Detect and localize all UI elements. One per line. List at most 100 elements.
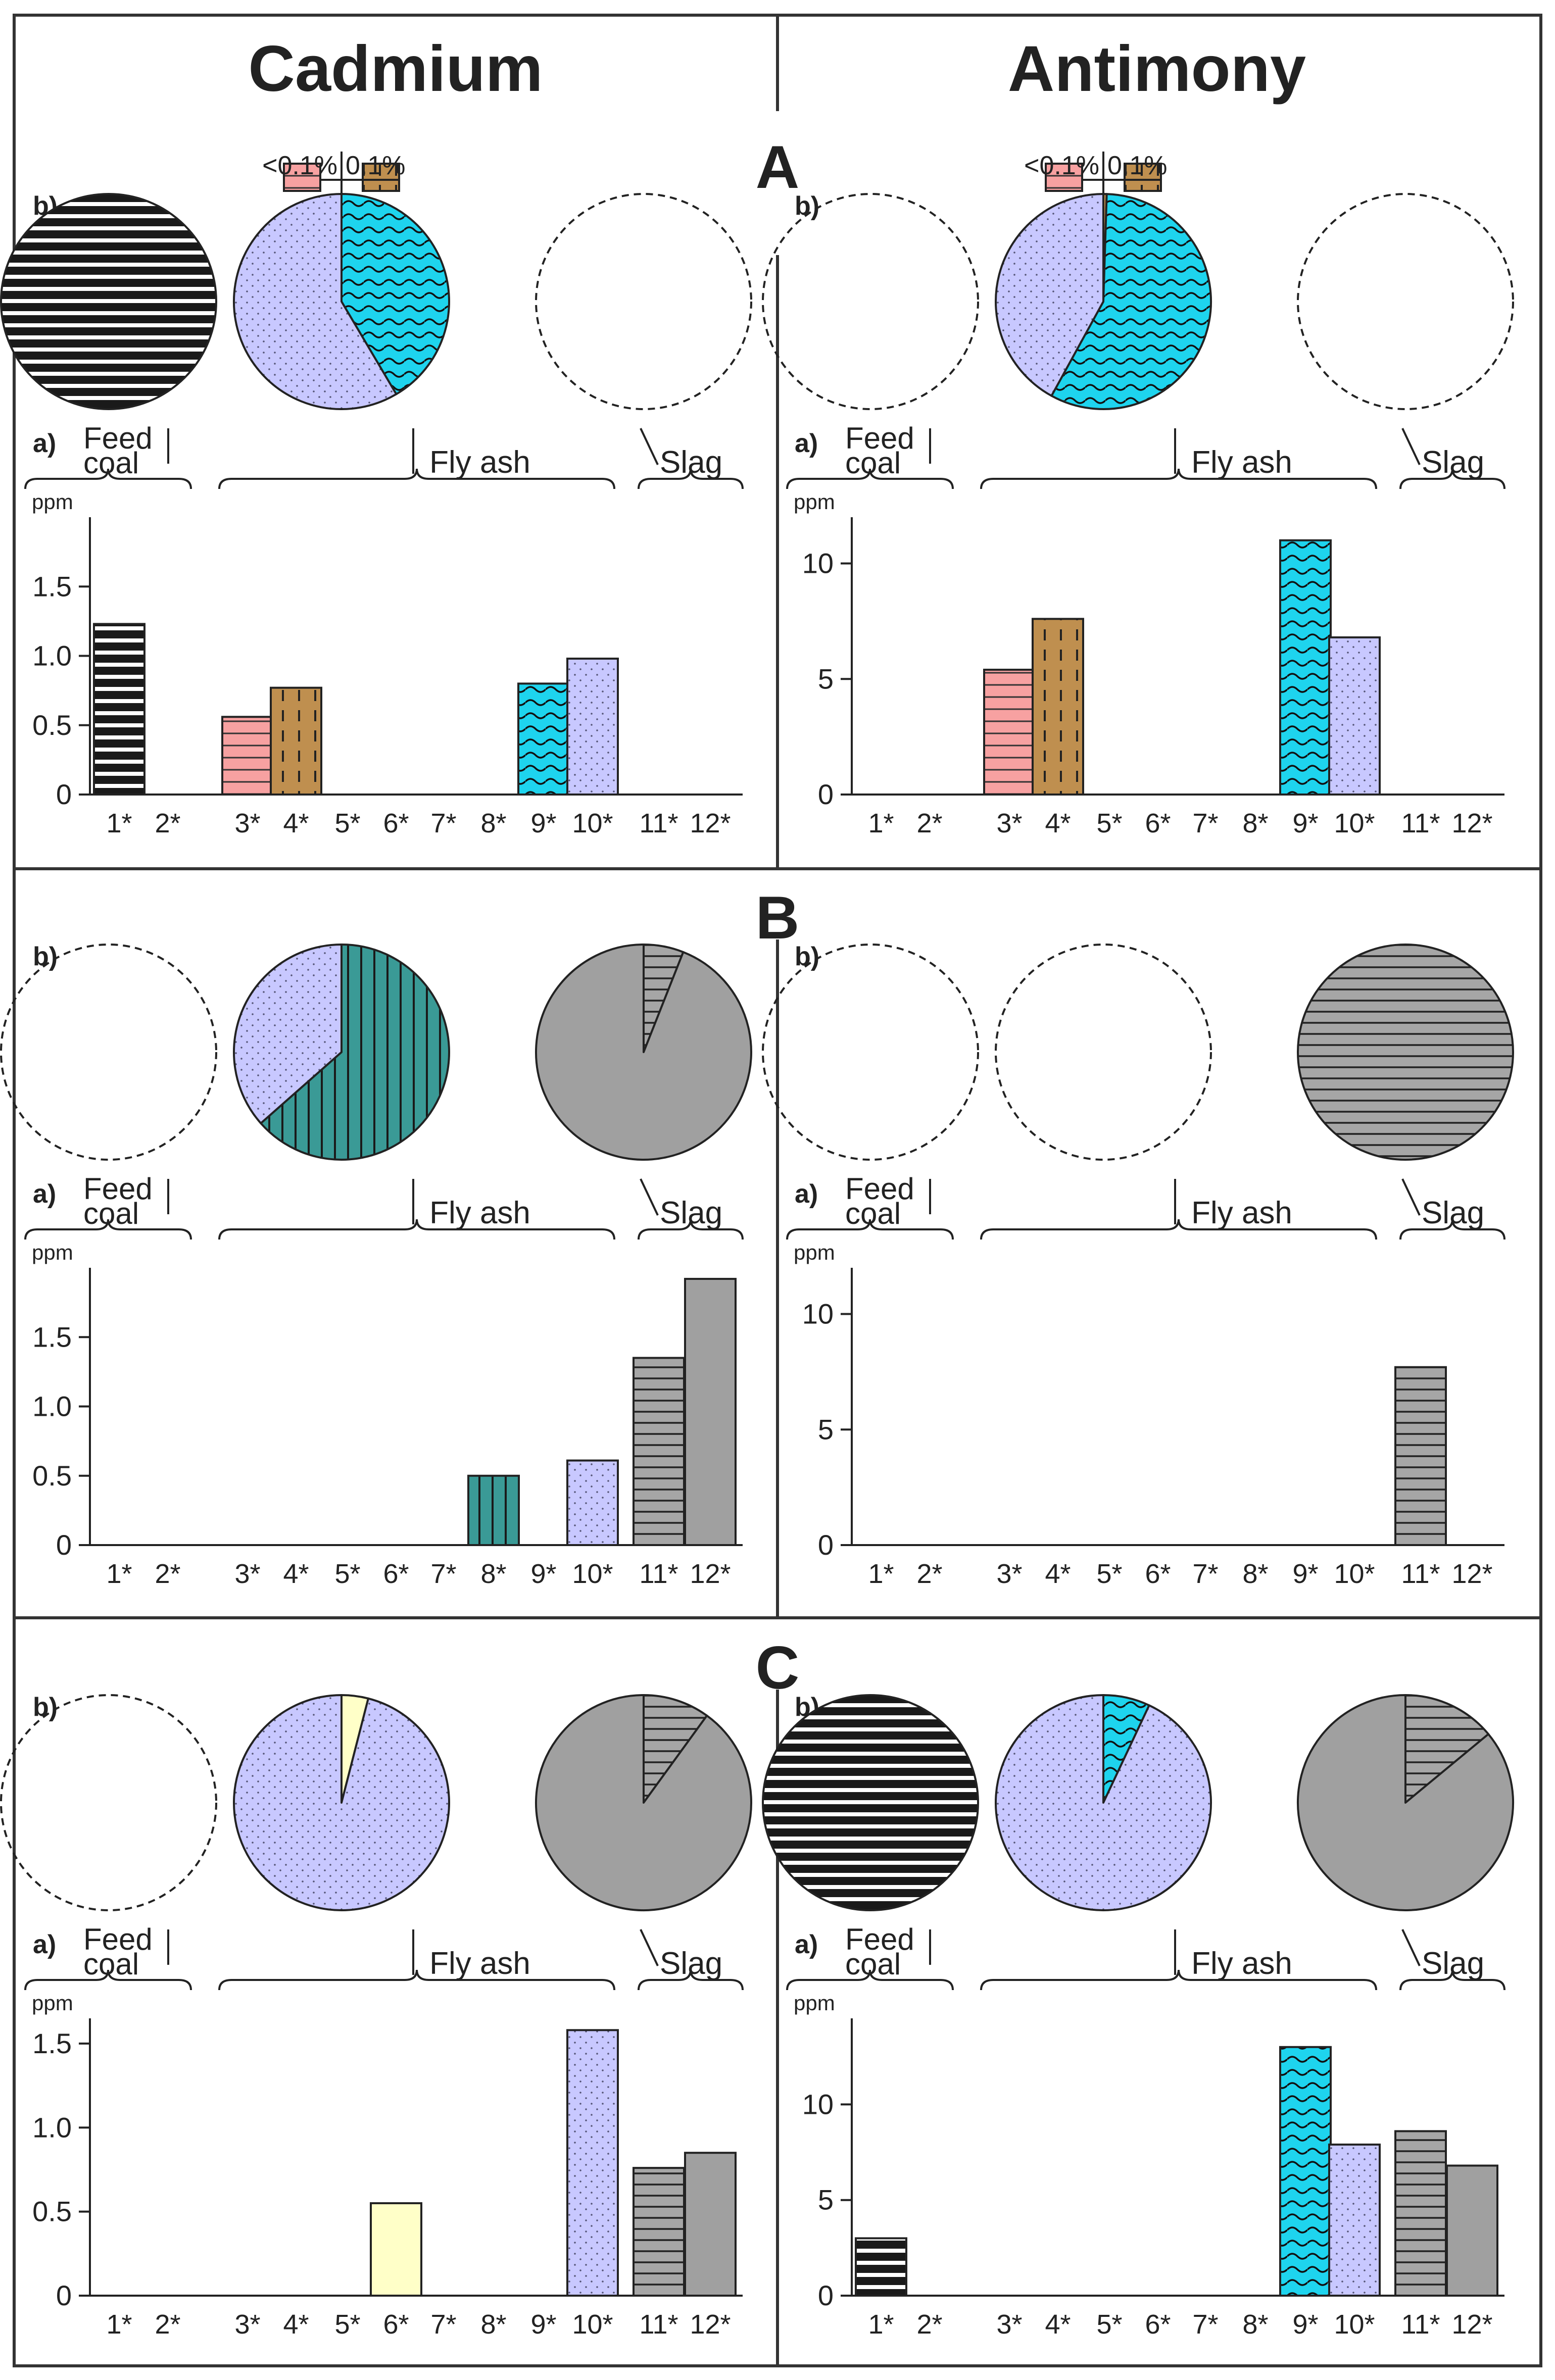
y-tick-label: 5 xyxy=(818,663,834,695)
x-tick-label-8: 8* xyxy=(480,2309,506,2340)
x-tick-label-11: 11* xyxy=(639,808,678,838)
brace-feed-coal xyxy=(786,1219,954,1240)
legend-swatch-eq xyxy=(1124,163,1162,192)
pie-a-antimony-feed-coal-empty xyxy=(762,193,979,410)
x-tick-label-12: 12* xyxy=(1451,2309,1492,2340)
pie-c-antimony-fly-ash xyxy=(995,1694,1212,1911)
pie-c-antimony-slag xyxy=(1297,1694,1514,1911)
x-tick-label-1: 1* xyxy=(868,2309,894,2340)
x-tick-label-6: 6* xyxy=(1145,1559,1171,1589)
pie-slice-9 xyxy=(341,193,450,395)
y-tick-label: 0.5 xyxy=(32,709,72,741)
x-tick-label-1: 1* xyxy=(868,808,894,838)
x-tick-label-2: 2* xyxy=(916,2309,942,2340)
bar-1 xyxy=(855,2237,907,2297)
y-unit-label: ppm xyxy=(32,1991,73,2015)
legend-label-eq: 0.1% xyxy=(1107,151,1168,180)
bar-9 xyxy=(1279,2046,1332,2297)
x-tick-label-2: 2* xyxy=(916,808,942,838)
brace-fly-ash xyxy=(980,1219,1377,1240)
legend-label-eq: 0.1% xyxy=(346,151,406,180)
pie-a-antimony-slag-empty xyxy=(1297,193,1514,410)
bars-panel-label: a) xyxy=(33,1179,56,1209)
pie-b-cadmium-slag xyxy=(535,944,752,1161)
y-tick-label: 5 xyxy=(818,2184,834,2216)
x-tick-label-3: 3* xyxy=(996,808,1022,838)
bar-11 xyxy=(1394,1366,1447,1546)
bar-9 xyxy=(517,682,570,796)
brace-slag xyxy=(1399,1219,1505,1240)
pie-legend: <0.1% 0.1% xyxy=(262,151,406,302)
y-tick-label: 1.0 xyxy=(32,640,72,672)
pies-panel-label: b) xyxy=(33,942,58,971)
brace-slag xyxy=(638,1219,744,1240)
x-tick-label-7: 7* xyxy=(1192,2309,1218,2340)
bar-10 xyxy=(566,657,619,796)
x-tick-label-8: 8* xyxy=(480,1559,506,1589)
pies-panel-label: b) xyxy=(795,942,819,971)
group-label-fly-ash: Fly ash xyxy=(1191,1946,1292,1981)
pie-b-cadmium-fly-ash xyxy=(233,944,450,1161)
x-tick-label-5: 5* xyxy=(334,808,360,838)
pie-slice-10 xyxy=(995,1694,1212,1911)
y-tick-label: 0.5 xyxy=(32,1460,72,1492)
x-tick-label-1: 1* xyxy=(106,808,132,838)
x-tick-label-9: 9* xyxy=(530,2309,556,2340)
bars-panel-label: a) xyxy=(795,429,818,458)
x-tick-label-11: 11* xyxy=(1401,2309,1440,2340)
x-tick-label-3: 3* xyxy=(234,808,260,838)
group-label-coal: coal xyxy=(845,1197,901,1230)
x-tick-label-6: 6* xyxy=(383,808,409,838)
group-label-fly-ash: Fly ash xyxy=(429,1196,530,1230)
x-tick-label-7: 7* xyxy=(430,2309,456,2340)
bars-panel-label: a) xyxy=(33,429,56,458)
bar-1 xyxy=(93,623,145,796)
bar-3 xyxy=(221,716,274,796)
group-label-coal: coal xyxy=(83,1197,139,1230)
bar-4 xyxy=(1032,618,1084,796)
legend-label-lt: <0.1% xyxy=(1024,151,1099,180)
section-label-a: A xyxy=(756,133,800,201)
x-tick-label-5: 5* xyxy=(1096,1559,1122,1589)
x-tick-label-12: 12* xyxy=(690,2309,731,2340)
brace-feed-coal xyxy=(24,468,192,489)
x-tick-label-11: 11* xyxy=(639,2309,678,2340)
pie-a-cadmium-slag-empty xyxy=(535,193,752,410)
x-tick-label-4: 4* xyxy=(283,1559,309,1589)
brace-fly-ash xyxy=(218,1219,615,1240)
x-tick-label-8: 8* xyxy=(1242,1559,1268,1589)
pie-slice-11 xyxy=(1404,1694,1490,1804)
brace-fly-ash xyxy=(218,468,615,489)
y-tick-label: 0.5 xyxy=(32,2196,72,2227)
brace-slag xyxy=(638,468,744,489)
y-unit-label: ppm xyxy=(32,490,73,514)
x-tick-label-2: 2* xyxy=(155,2309,180,2340)
x-tick-label-10: 10* xyxy=(1334,1559,1375,1589)
bar-10 xyxy=(1328,636,1381,796)
pie-slice-1 xyxy=(0,193,217,410)
x-tick-label-12: 12* xyxy=(690,1559,731,1589)
bars-panel-label: a) xyxy=(795,1930,818,1959)
brace-slag xyxy=(1399,468,1505,489)
pie-slice-1 xyxy=(762,1694,979,1911)
y-unit-label: ppm xyxy=(794,1991,835,2015)
bar-11 xyxy=(1394,2130,1447,2297)
pointer-slag xyxy=(1401,428,1421,465)
x-tick-label-4: 4* xyxy=(1045,1559,1071,1589)
pie-slice-12 xyxy=(535,1694,752,1911)
x-tick-label-11: 11* xyxy=(1401,1559,1440,1589)
x-tick-label-7: 7* xyxy=(430,808,456,838)
pie-c-cadmium-fly-ash xyxy=(233,1694,450,1911)
x-tick-label-11: 11* xyxy=(639,1559,678,1589)
brace-fly-ash xyxy=(980,468,1377,489)
x-tick-label-2: 2* xyxy=(155,1559,180,1589)
x-tick-label-12: 12* xyxy=(690,808,731,838)
y-unit-label: ppm xyxy=(32,1241,73,1264)
group-label-feed: Feed xyxy=(845,421,914,455)
pie-slice-11 xyxy=(1297,944,1514,1161)
x-tick-label-7: 7* xyxy=(1192,808,1218,838)
group-label-feed: Feed xyxy=(83,1172,153,1206)
bar-12 xyxy=(1446,2164,1498,2297)
